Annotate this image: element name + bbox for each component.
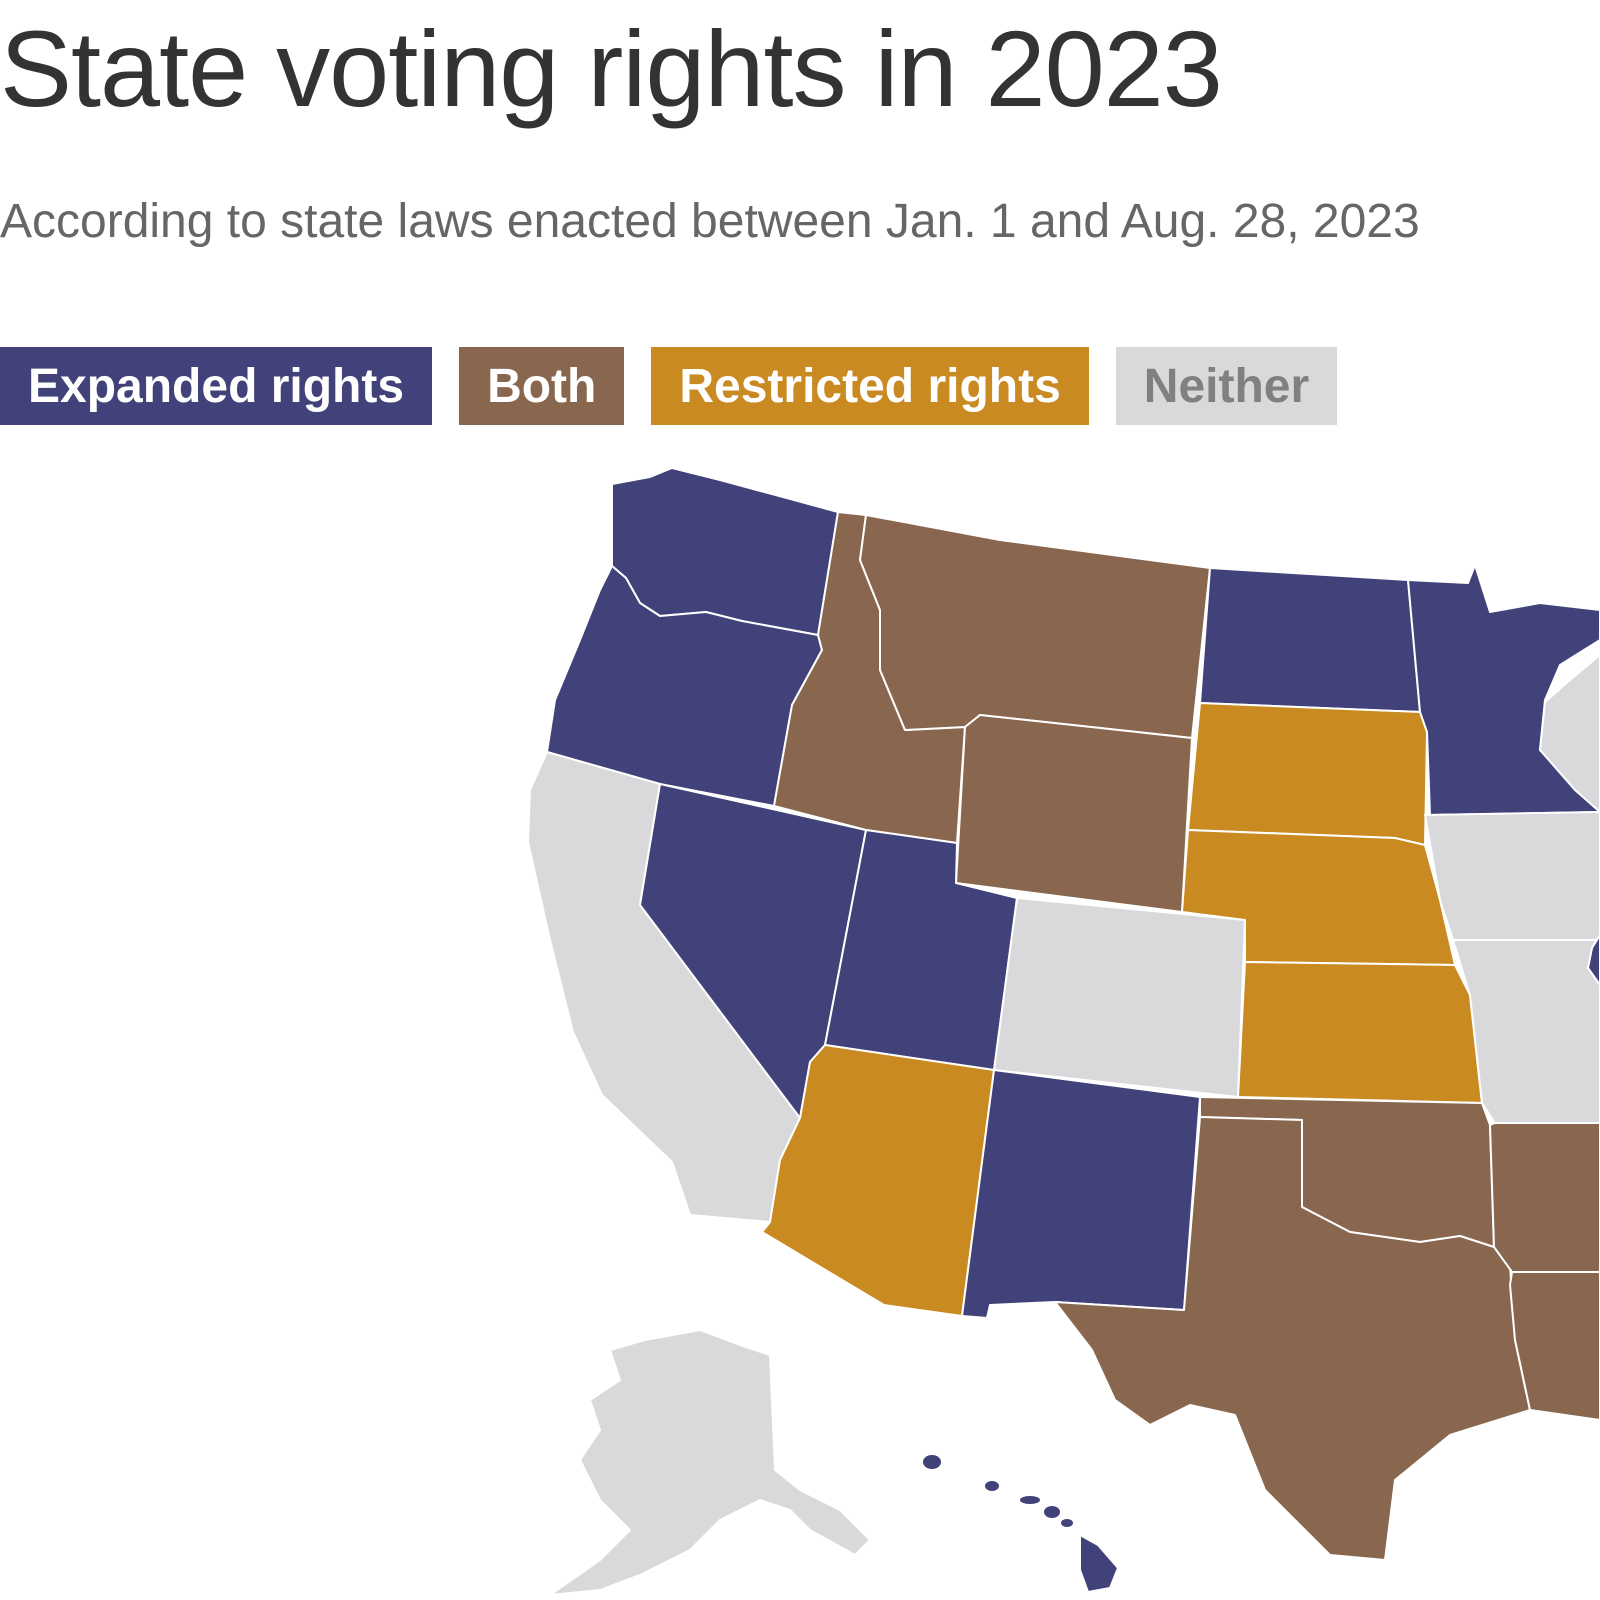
states-layer	[527, 467, 1600, 1596]
state-south-dakota[interactable]	[1187, 702, 1428, 846]
state-north-dakota[interactable]	[1199, 567, 1421, 713]
state-illinois[interactable]	[1587, 934, 1600, 986]
legend: Expanded rights Both Restricted rights N…	[0, 347, 1338, 425]
legend-item-restricted-rights: Restricted rights	[651, 347, 1089, 425]
state-louisiana[interactable]	[1509, 1271, 1600, 1421]
state-texas[interactable]	[1054, 1116, 1531, 1561]
state-minnesota[interactable]	[1407, 564, 1600, 816]
state-colorado[interactable]	[993, 897, 1246, 1098]
state-hawaii[interactable]	[923, 1455, 1119, 1593]
map-title: State voting rights in 2023	[0, 8, 1223, 129]
state-new-mexico[interactable]	[961, 1069, 1201, 1319]
state-alaska[interactable]	[549, 1329, 871, 1596]
state-montana[interactable]	[859, 514, 1211, 739]
state-iowa[interactable]	[1424, 811, 1600, 941]
state-wisconsin[interactable]	[1539, 654, 1600, 813]
us-state-map	[527, 467, 1600, 1596]
legend-item-neither: Neither	[1115, 347, 1338, 425]
state-kansas[interactable]	[1237, 961, 1483, 1104]
map-subtitle: According to state laws enacted between …	[0, 195, 1420, 248]
state-arkansas[interactable]	[1489, 1122, 1600, 1273]
state-wyoming[interactable]	[955, 714, 1193, 913]
legend-item-both: Both	[459, 347, 625, 425]
legend-item-expanded-rights: Expanded rights	[0, 347, 433, 425]
